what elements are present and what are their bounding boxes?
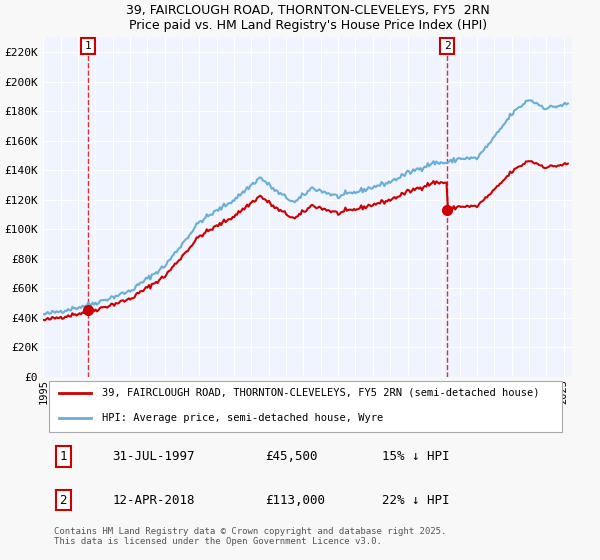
Text: Contains HM Land Registry data © Crown copyright and database right 2025.
This d: Contains HM Land Registry data © Crown c… <box>54 527 446 547</box>
Text: £45,500: £45,500 <box>266 450 318 463</box>
Text: 1: 1 <box>85 41 92 51</box>
Text: 12-APR-2018: 12-APR-2018 <box>112 493 195 507</box>
Text: 2: 2 <box>59 493 67 507</box>
Text: 22% ↓ HPI: 22% ↓ HPI <box>382 493 449 507</box>
Text: 15% ↓ HPI: 15% ↓ HPI <box>382 450 449 463</box>
Text: 1: 1 <box>59 450 67 463</box>
Text: HPI: Average price, semi-detached house, Wyre: HPI: Average price, semi-detached house,… <box>101 413 383 423</box>
Text: 2: 2 <box>443 41 451 51</box>
FancyBboxPatch shape <box>49 381 562 432</box>
Text: £113,000: £113,000 <box>266 493 326 507</box>
Text: 31-JUL-1997: 31-JUL-1997 <box>112 450 195 463</box>
Text: 39, FAIRCLOUGH ROAD, THORNTON-CLEVELEYS, FY5 2RN (semi-detached house): 39, FAIRCLOUGH ROAD, THORNTON-CLEVELEYS,… <box>101 388 539 398</box>
Title: 39, FAIRCLOUGH ROAD, THORNTON-CLEVELEYS, FY5  2RN
Price paid vs. HM Land Registr: 39, FAIRCLOUGH ROAD, THORNTON-CLEVELEYS,… <box>126 4 490 32</box>
